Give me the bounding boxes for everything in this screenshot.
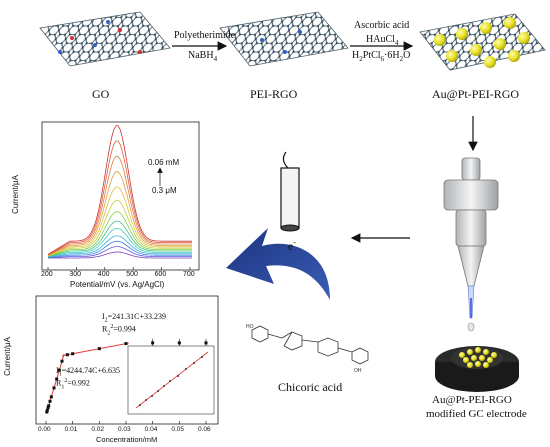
dpv-curve (47, 220, 192, 257)
dpv-curve (47, 211, 192, 257)
cal-xtick-label: 0.00 (38, 426, 51, 433)
dpv-curve (48, 251, 192, 259)
dpv-curve (47, 240, 192, 258)
step2-reagent-1: Ascorbic acid (354, 20, 410, 31)
electron-label: e- (288, 238, 296, 253)
dpv-curve (47, 228, 192, 258)
dpv-xlabel: Potential/mV (vs. Ag/AgCl) (70, 280, 165, 289)
cal-xtick-label: 0.06 (198, 426, 211, 433)
cal-point (55, 377, 59, 381)
cal-point (65, 353, 69, 357)
dpv-xtick-label: 500 (126, 271, 138, 278)
svg-text:HO: HO (246, 324, 254, 330)
cal-x-ticks (45, 421, 207, 424)
cal-point (124, 342, 128, 346)
dpv-xtick-label: 700 (183, 271, 195, 278)
dpv-curve (47, 200, 192, 257)
dpv-xtick-label: 300 (69, 271, 82, 278)
gc-electrode-icon (435, 346, 519, 392)
pei-rgo-sheet-icon (219, 11, 349, 67)
cal-point (60, 359, 64, 363)
pipette-icon (443, 157, 499, 332)
cal-point (45, 410, 49, 414)
eq-high-range: I2=241.31C+33.239 (102, 312, 167, 324)
step2-reagent-2: HAuCl4 (366, 34, 399, 47)
cal-xtick-label: 0.01 (64, 426, 78, 433)
cal-point (57, 368, 61, 372)
electrode-rod-icon (280, 151, 300, 232)
cal-xtick-label: 0.03 (118, 426, 131, 433)
cal-xlabel: Concentration/mM (96, 435, 158, 444)
stage-go-label: GO (92, 87, 110, 101)
stage-au-pt-label: Au@Pt-PEI-RGO (432, 87, 520, 101)
eq-low-range: I1=4244.74C+6.635 (56, 366, 121, 378)
stage-pei-rgo-label: PEI-RGO (250, 87, 298, 101)
dpv-curve (47, 246, 192, 259)
dpv-x-ticks (47, 267, 191, 270)
dpv-curves (47, 125, 192, 259)
dpv-curve (47, 140, 192, 256)
calibration-points (45, 338, 208, 414)
dpv-ann-high: 0.06 mM (148, 158, 180, 167)
calibration-plot (35, 295, 219, 425)
cal-point (45, 408, 49, 412)
cal-point (47, 404, 51, 408)
cal-point (48, 399, 52, 403)
cal-point (46, 406, 50, 410)
step1-reagent-2: NaBH4 (188, 50, 218, 63)
cal-point (97, 347, 101, 351)
dpv-curve (47, 125, 192, 255)
cal-point (49, 395, 53, 399)
au-pt-sheet-icon (419, 13, 546, 71)
dpv-curve (47, 186, 192, 256)
dpv-xtick-label: 200 (41, 271, 53, 278)
dpv-curve (47, 155, 192, 256)
dpv-xtick-label: 400 (97, 271, 110, 278)
dpv-ann-low: 0.3 μM (152, 186, 177, 195)
cal-xtick-label: 0.05 (171, 426, 184, 433)
chicoric-acid-structure-icon: HO OH (246, 324, 369, 374)
step2-reagent-3: H2PtCl6·6H2O (352, 50, 411, 63)
cal-ylabel: Current/μA (2, 337, 12, 376)
cal-point (71, 352, 75, 356)
dpv-ylabel: Current/μA (10, 175, 20, 214)
dpv-xtick-label: 600 (154, 271, 167, 278)
electrode-label-1: Au@Pt-PEI-RGO (432, 394, 512, 406)
step1-reagent-1: Polyetherimide (174, 30, 236, 41)
dpv-curve (47, 235, 192, 258)
electrode-label-2: modified GC electrode (426, 408, 527, 420)
cal-xtick-label: 0.04 (144, 426, 158, 433)
cal-xtick-label: 0.02 (91, 426, 104, 433)
dpv-curve (47, 171, 192, 256)
cal-point (52, 386, 56, 390)
go-sheet-icon (39, 11, 171, 67)
r2-high-range: R22=0.994 (102, 324, 136, 337)
r2-low-range: R12=0.992 (56, 378, 90, 391)
analyte-label: Chicoric acid (278, 380, 343, 394)
dpv-plot (41, 121, 200, 271)
curved-blue-arrow (226, 228, 330, 300)
svg-text:OH: OH (354, 368, 362, 374)
